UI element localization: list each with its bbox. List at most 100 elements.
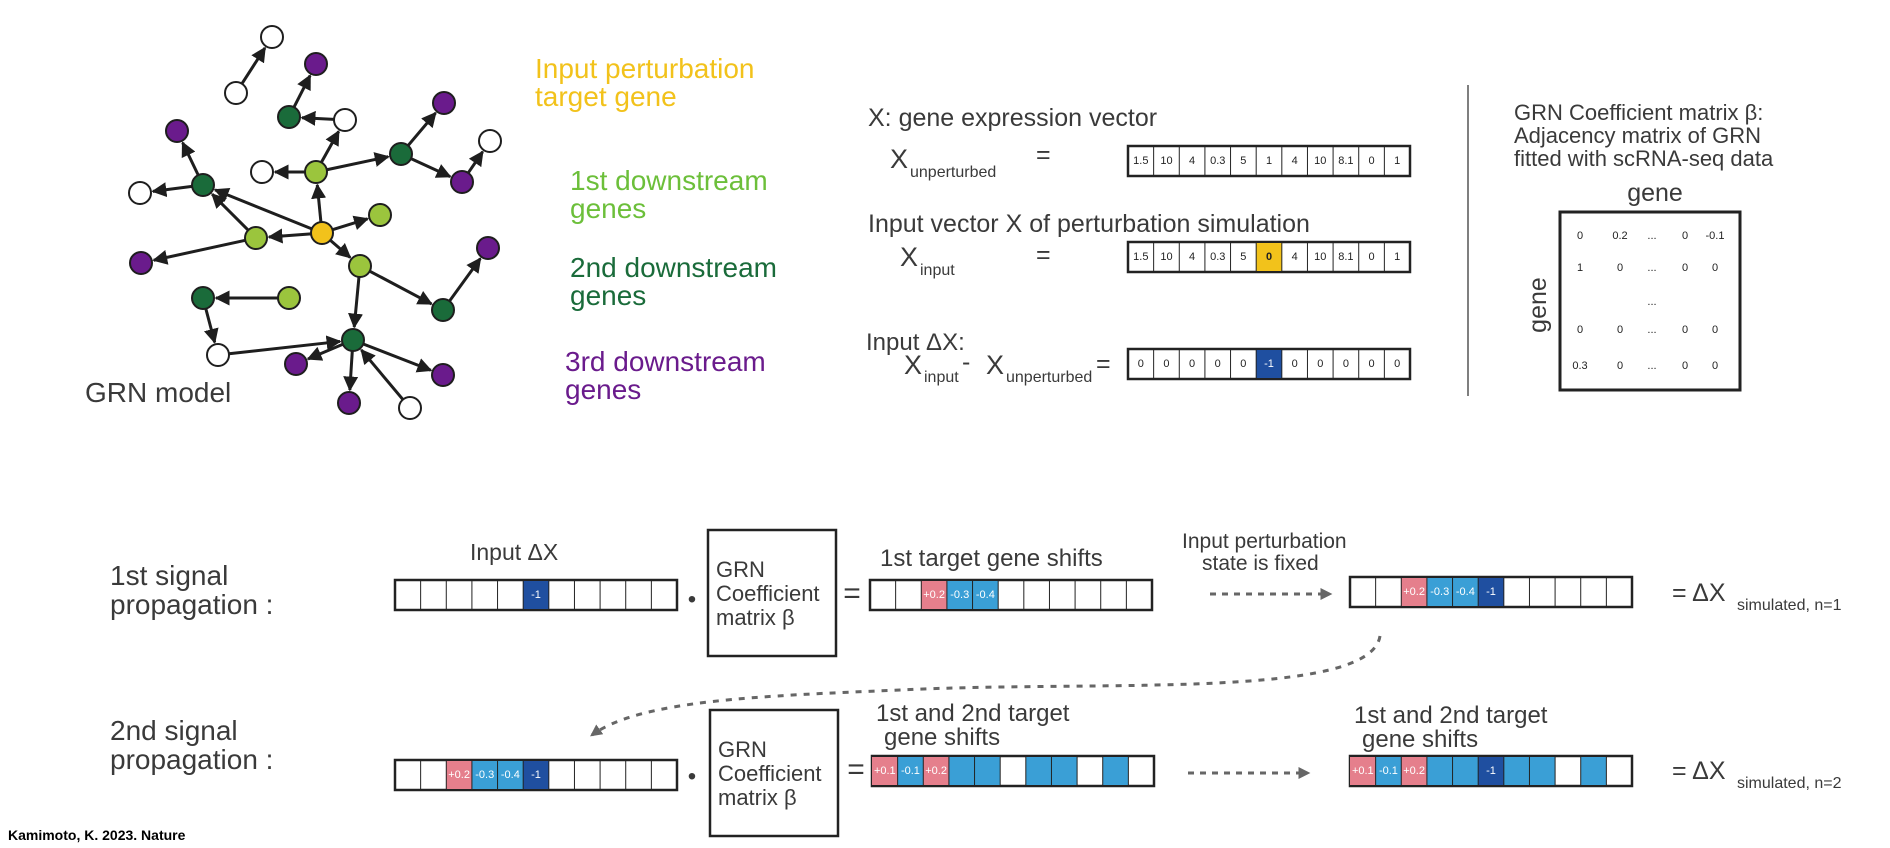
- vector-cell-value: +0.2: [925, 765, 947, 777]
- vector-cell-fill: [1452, 757, 1479, 785]
- legend-target-line2: target gene: [535, 81, 677, 112]
- network-node-third: [431, 363, 455, 387]
- matrix-cell: 0.3: [1572, 360, 1587, 372]
- network-edge: [348, 276, 363, 329]
- matrix-title-line1: GRN Coefficient matrix β:: [1514, 100, 1763, 125]
- vector-section: X: gene expression vector X unperturbed …: [866, 104, 1412, 386]
- vector-cell-fill: [1580, 757, 1607, 785]
- vector-cell-value: 0: [1266, 251, 1272, 263]
- network-node-empty: [128, 181, 152, 205]
- first-input-vector: -1: [393, 578, 679, 612]
- matrix-cell: 0: [1682, 262, 1688, 274]
- network-node-first: [244, 226, 268, 250]
- network-edge: [213, 187, 313, 231]
- vector-cell-value: 4: [1189, 155, 1195, 167]
- network-node-third: [284, 352, 308, 376]
- vector-cell-fill: [1102, 757, 1129, 785]
- matrix-title-line2: Adjacency matrix of GRN: [1514, 123, 1761, 148]
- matrix-border: [1558, 210, 1742, 392]
- coef2-line2: Coefficient: [718, 761, 822, 786]
- network-node-third: [450, 170, 474, 194]
- vector-cell-fill: [897, 757, 924, 785]
- network-edge: [204, 308, 219, 344]
- legend-third-line2: genes: [565, 374, 641, 405]
- network-node-empty: [398, 396, 422, 420]
- equals-3: =: [1096, 350, 1111, 378]
- network-node-empty: [260, 25, 284, 49]
- vector-cell-fill: [1426, 578, 1453, 606]
- matrix-cell: 0: [1577, 230, 1583, 242]
- coef2-line1: GRN: [718, 737, 767, 762]
- vector-cell-fill: [974, 757, 1001, 785]
- vector-cell-value: 1.5: [1133, 155, 1148, 167]
- matrix-row-label: gene: [1524, 277, 1552, 333]
- network-node-third: [337, 391, 361, 415]
- vector-cell-value: +0.1: [874, 765, 896, 777]
- network-node-second: [277, 105, 301, 129]
- network-edge: [311, 183, 327, 223]
- network-edge: [329, 239, 352, 259]
- legend-target-line1: Input perturbation: [535, 53, 755, 84]
- network-edge: [332, 215, 370, 232]
- eq-1: =: [843, 577, 861, 610]
- network-edge: [151, 182, 193, 198]
- matrix-cell: 0: [1577, 324, 1583, 336]
- matrix-cell: 0: [1617, 360, 1623, 372]
- matrix-cell: 0: [1682, 360, 1688, 372]
- vector-cell-value: -0.1: [1379, 765, 1398, 777]
- first-label-line1: 1st signal: [110, 560, 228, 591]
- result1-main: = ΔX: [1672, 579, 1726, 607]
- matrix-cell: ...: [1647, 296, 1656, 308]
- vector-cell-value: 0: [1368, 251, 1374, 263]
- eq-2: =: [847, 753, 865, 786]
- vector-border: [868, 578, 1154, 612]
- matrix-cell: 0: [1682, 230, 1688, 242]
- vector-cell-value: 0: [1368, 358, 1374, 370]
- vector-cell-value: 0: [1394, 358, 1400, 370]
- vector-cell-fill: [1256, 350, 1282, 378]
- network-edge: [406, 111, 437, 147]
- network-node-third: [476, 236, 500, 260]
- network-node-first: [304, 160, 328, 184]
- vector-cell-value: 4: [1189, 251, 1195, 263]
- vector-cell-value: 10: [1314, 155, 1326, 167]
- vector-cell-fill: [497, 761, 524, 789]
- network-node-empty: [478, 129, 502, 153]
- delta-x2-main: X: [986, 350, 1004, 380]
- matrix-cell: 1: [1577, 262, 1583, 274]
- vector-cell-fill: [446, 761, 472, 789]
- vector-cell-fill: [1426, 757, 1453, 785]
- second-label-line1: 2nd signal: [110, 715, 238, 746]
- network-edge: [369, 269, 433, 306]
- grn-network: [128, 25, 502, 420]
- propagation-connector: [590, 635, 1382, 737]
- equals-2: =: [1036, 241, 1051, 269]
- vector-cell-value: +0.2: [1403, 765, 1425, 777]
- first-shift-vector: +0.2 -0.3 -0.4: [868, 578, 1154, 612]
- vector-cell-value: 10: [1314, 251, 1326, 263]
- second-result-title-line1: 1st and 2nd target: [1354, 702, 1548, 729]
- legend-first-line2: genes: [570, 193, 646, 224]
- network-edge: [360, 348, 405, 401]
- coef1-line2: Coefficient: [716, 581, 820, 606]
- delta-x2-sub: unperturbed: [1006, 369, 1092, 386]
- matrix-cell: 0: [1682, 324, 1688, 336]
- vector-cell-value: 0: [1215, 358, 1221, 370]
- network-edge: [448, 257, 482, 302]
- matrix-cell: ...: [1647, 230, 1656, 242]
- legend-third-line1: 3rd downstream: [565, 346, 766, 377]
- vector-cell-fill: [923, 757, 949, 785]
- second-result-title-line2: gene shifts: [1362, 726, 1478, 753]
- x-unperturbed-main: X: [890, 144, 908, 174]
- coef-box-1: [706, 528, 838, 658]
- matrix-cell: 0: [1712, 360, 1718, 372]
- vector-cell-value: -1: [531, 769, 541, 781]
- vector-cell-value: 5: [1240, 251, 1246, 263]
- delta-title: Input ΔX:: [866, 329, 965, 356]
- vector-cell-value: -0.3: [950, 589, 969, 601]
- network-node-empty: [206, 343, 230, 367]
- coefficient-matrix-section: GRN Coefficient matrix β: Adjacency matr…: [1514, 100, 1774, 392]
- network-node-third: [432, 91, 456, 115]
- matrix-title-line3: fitted with scRNA-seq data: [1514, 146, 1774, 171]
- vector-cell-fill: [1478, 578, 1504, 606]
